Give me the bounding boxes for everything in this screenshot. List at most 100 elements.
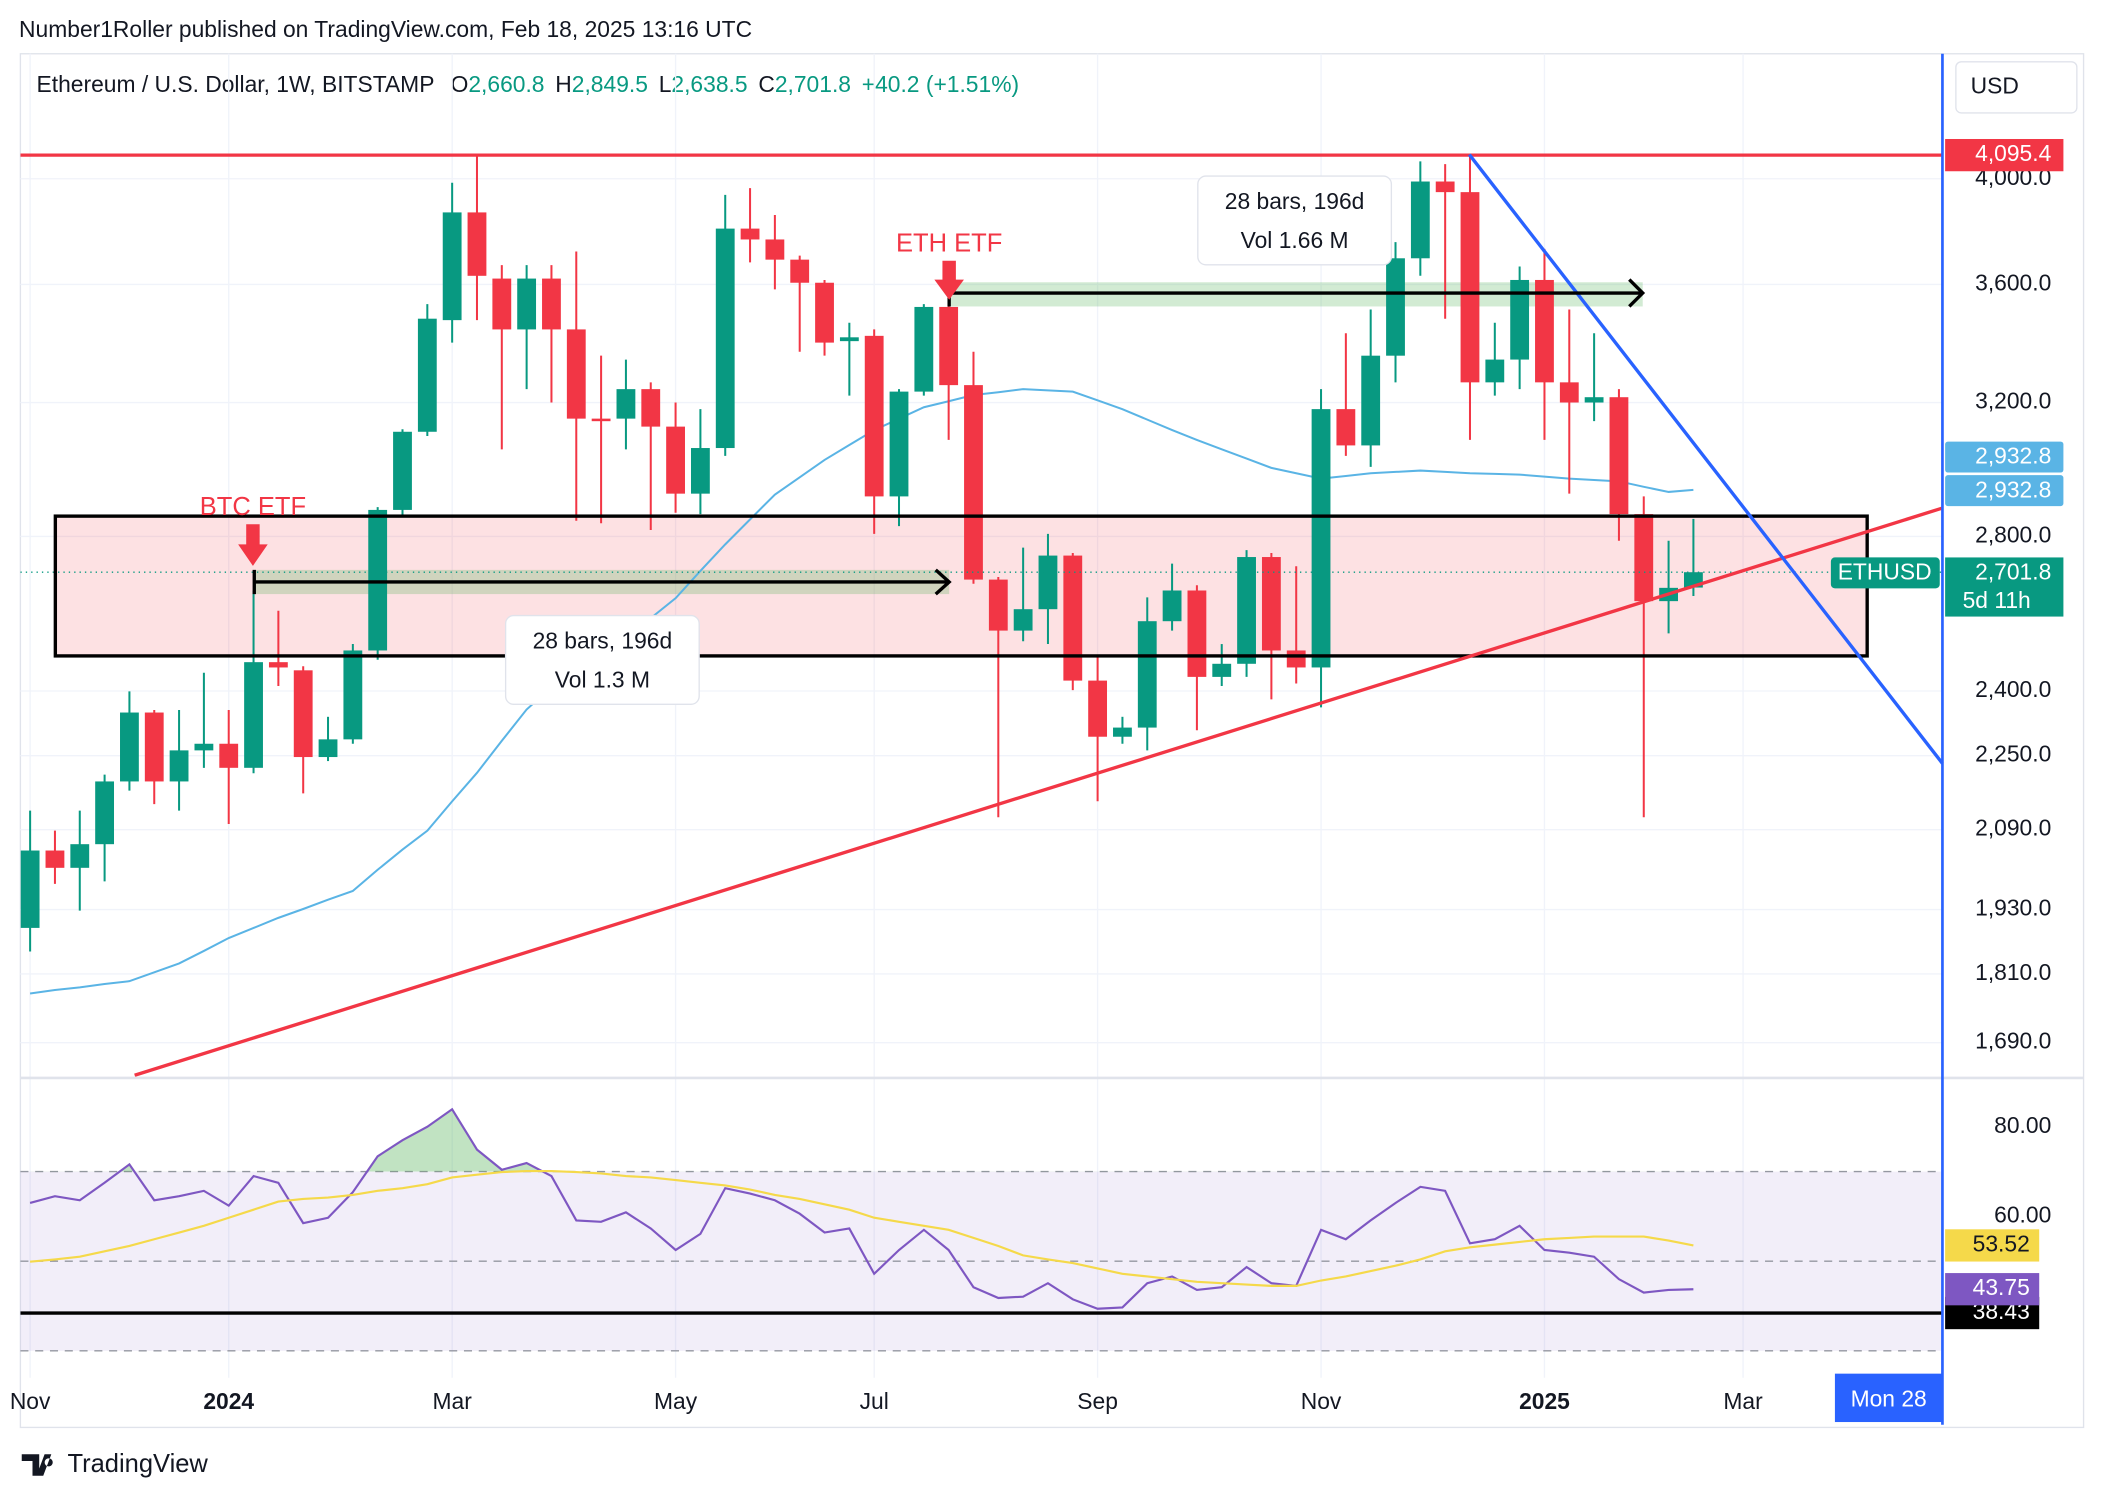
x-tick-label: Sep <box>1077 1388 1118 1414</box>
candle-body <box>864 335 884 497</box>
y-tick-label: 1,930.0 <box>1975 895 2051 921</box>
x-tick-label: Mar <box>1723 1388 1763 1414</box>
candle-body <box>1088 680 1108 737</box>
candle-body <box>1535 279 1554 383</box>
candle-body <box>1311 409 1331 668</box>
overbought-fill <box>119 1109 543 1172</box>
candle-body <box>690 448 710 494</box>
eth-etf-marker <box>934 260 964 300</box>
candle-body <box>1212 663 1232 677</box>
ma-label: 2,932.8 <box>1975 476 2051 502</box>
candle-body <box>1137 621 1157 728</box>
candle-body <box>889 391 909 497</box>
candle-body <box>120 712 139 782</box>
candle-body <box>1063 555 1083 681</box>
ohlc-key: O <box>451 71 469 97</box>
x-tick-label: Nov <box>1301 1388 1342 1414</box>
candle-body <box>417 318 437 432</box>
candle-body <box>1410 181 1430 259</box>
symbol-box <box>1830 557 1940 589</box>
rsi-value-box <box>1945 1273 2040 1306</box>
x-tick-label: Jul <box>860 1388 889 1414</box>
ma-label-box <box>1945 475 2064 507</box>
candle-body <box>1634 514 1654 602</box>
ohlc-value: 2,849.5 <box>572 71 648 97</box>
symbol: Ethereum / U.S. Dollar, 1W, BITSTAMP <box>37 71 435 97</box>
candle-body <box>244 662 263 768</box>
candle-body <box>1386 258 1405 356</box>
symbol-label: ETHUSD <box>1838 559 1932 585</box>
change: +40.2 (+1.51%) <box>862 71 1019 97</box>
btc-etf-marker <box>238 524 268 566</box>
rsi-value-label: 53.52 <box>1973 1230 2030 1256</box>
ohlc-key: H <box>555 71 572 97</box>
candle-body <box>815 282 834 343</box>
candle-body <box>839 337 859 342</box>
x-tick-label: Mar <box>432 1388 472 1414</box>
x-tick-label: Nov <box>10 1388 51 1414</box>
ohlc-value: 2,638.5 <box>671 71 747 97</box>
eth-measure-box <box>1197 175 1393 266</box>
rsi-value-label: 43.75 <box>1973 1274 2030 1300</box>
candle-body <box>70 844 90 868</box>
eth-etf-label: ETH ETF <box>896 229 1002 257</box>
candle-body <box>517 278 537 330</box>
last-price-box <box>1945 557 2064 617</box>
rsi-line <box>29 1107 1694 1310</box>
btc-etf-label: BTC ETF <box>200 493 306 521</box>
candle-body <box>293 670 313 758</box>
rsi-value-box <box>1945 1229 2040 1262</box>
candle-body <box>219 743 239 768</box>
ma-label-box <box>1945 441 2064 473</box>
resistance-trendline <box>1467 153 1944 765</box>
candle-body <box>492 278 512 330</box>
candle-body <box>1038 555 1058 610</box>
level-label: 4,095.4 <box>1975 140 2051 166</box>
support-trendline <box>134 506 1943 1077</box>
candle-body <box>591 418 611 422</box>
x-tick-label: May <box>654 1388 698 1414</box>
candle-body <box>1261 557 1281 651</box>
countdown-label: 5d 11h <box>1963 587 2031 613</box>
candle-body <box>566 329 586 419</box>
candle-body <box>715 228 735 449</box>
crosshair-box <box>1834 1373 1943 1423</box>
candle-body <box>442 212 462 321</box>
candle-body <box>1485 359 1505 383</box>
candle-body <box>1286 650 1306 668</box>
last-price-label: 2,701.8 <box>1975 559 2051 585</box>
candle-body <box>1460 192 1480 383</box>
candle-body <box>318 739 338 758</box>
candle-body <box>268 662 288 668</box>
btc-range-arrow <box>252 568 952 596</box>
candle-body <box>1013 609 1033 631</box>
crosshair-label: Mon 28 <box>1851 1386 1927 1412</box>
y-tick-label: 2,250.0 <box>1975 741 2051 767</box>
candle-body <box>914 306 934 392</box>
y-tick-label: 2,800.0 <box>1975 521 2051 547</box>
candle-body <box>1187 590 1207 677</box>
range-box-fill <box>55 516 1868 656</box>
candle-body <box>343 650 363 740</box>
x-tick-label: 2025 <box>1519 1388 1570 1414</box>
candle-body <box>964 385 983 580</box>
ma-label: 2,932.8 <box>1975 443 2051 469</box>
candle-body <box>144 712 164 782</box>
candle-body <box>740 228 760 240</box>
candle-body <box>45 850 65 868</box>
published-line: Number1Roller published on TradingView.c… <box>19 16 752 42</box>
candle-body <box>616 389 636 419</box>
candle-body <box>95 781 115 845</box>
level-label-box <box>1945 138 2064 172</box>
candle-body <box>939 306 959 386</box>
y-tick-label: 2,090.0 <box>1975 815 2051 841</box>
currency-box <box>1955 61 2078 114</box>
y-tick-label: 1,810.0 <box>1975 959 2051 985</box>
candle-body <box>765 239 785 260</box>
candle-body <box>790 259 810 283</box>
btc-measure-bars: 28 bars, 196d <box>533 628 673 654</box>
rsi-tick-label: 80.00 <box>1994 1112 2051 1138</box>
x-tick-label: 2024 <box>203 1388 254 1414</box>
candle-body <box>1113 727 1132 737</box>
